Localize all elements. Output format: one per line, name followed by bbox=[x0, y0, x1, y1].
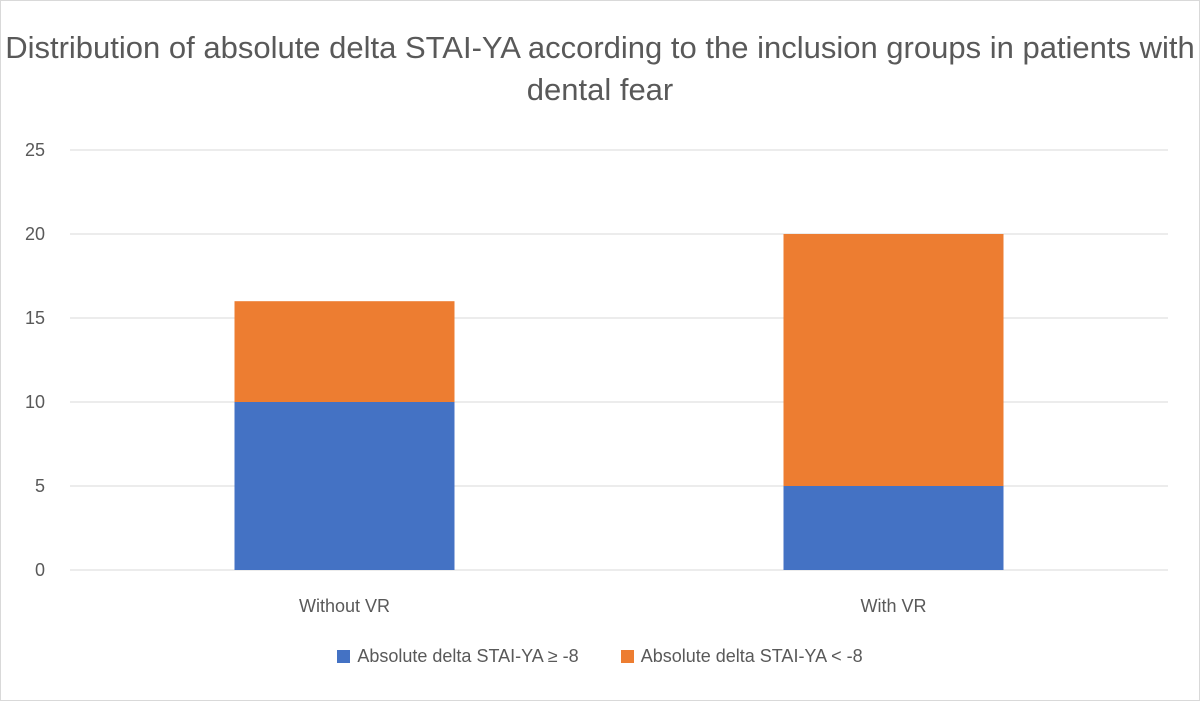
y-axis-ticks: 0 5 10 15 20 25 bbox=[25, 140, 45, 580]
x-axis-ticks: Without VR With VR bbox=[299, 596, 927, 616]
legend-item-series-1: Absolute delta STAI-YA ≥ -8 bbox=[337, 646, 579, 667]
legend-swatch-series-2 bbox=[620, 650, 634, 663]
legend-swatch-series-1 bbox=[337, 650, 351, 663]
y-tick-label: 20 bbox=[25, 224, 45, 244]
x-tick-label: Without VR bbox=[299, 596, 390, 616]
bar-1-1 bbox=[234, 402, 455, 570]
bars bbox=[234, 234, 1004, 570]
y-tick-label: 25 bbox=[25, 140, 45, 160]
bar-1-2 bbox=[783, 486, 1004, 570]
y-tick-label: 0 bbox=[35, 560, 45, 580]
y-tick-label: 10 bbox=[25, 392, 45, 412]
chart-title: Distribution of absolute delta STAI-YA a… bbox=[5, 30, 1195, 107]
y-tick-label: 15 bbox=[25, 308, 45, 328]
y-tick-label: 5 bbox=[35, 476, 45, 496]
legend-label-series-1: Absolute delta STAI-YA ≥ -8 bbox=[357, 646, 579, 666]
legend-label-series-2: Absolute delta STAI-YA < -8 bbox=[640, 646, 863, 666]
legend-item-series-2: Absolute delta STAI-YA < -8 bbox=[620, 646, 863, 667]
bar-2-1 bbox=[234, 301, 455, 402]
bar-2-2 bbox=[783, 234, 1004, 486]
x-tick-label: With VR bbox=[860, 596, 926, 616]
legend: Absolute delta STAI-YA ≥ -8 Absolute del… bbox=[0, 646, 1200, 667]
